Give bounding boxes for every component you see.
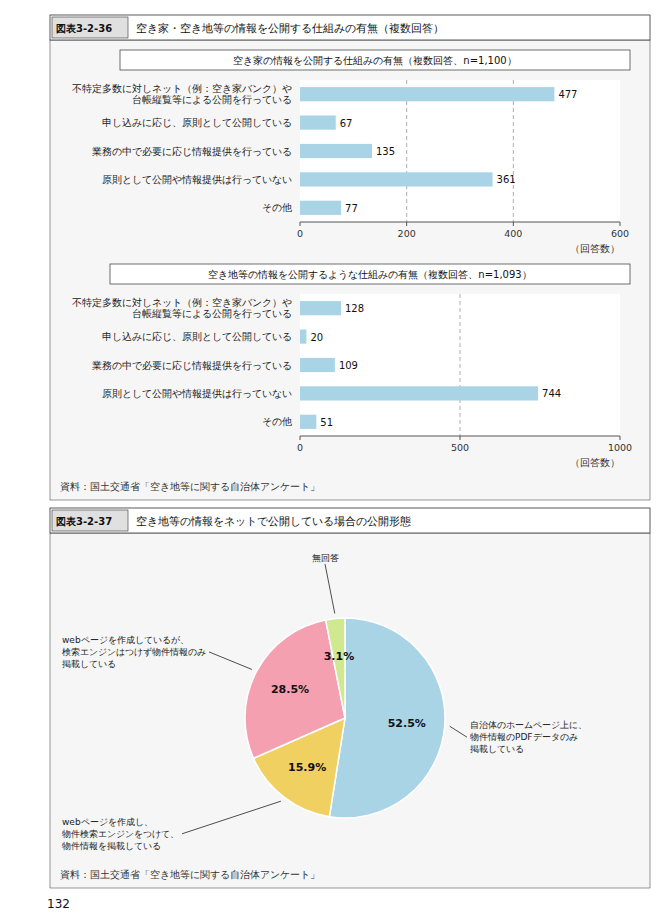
figure-number: 図表3-2-36 — [56, 23, 112, 34]
bars — [300, 301, 538, 429]
data-label: 361 — [497, 174, 516, 185]
bar-chart: 空き家の情報を公開する仕組みの有無（複数回答、n=1,100） 477 67 135 3… — [72, 50, 630, 254]
tick — [300, 436, 301, 440]
data-label: 128 — [345, 303, 364, 314]
data-label: 51 — [320, 417, 333, 428]
tick-label: 500 — [451, 442, 469, 453]
data-label: 744 — [542, 388, 561, 399]
category-label: 原則として公開や情報提供は行っていない — [102, 174, 292, 185]
category-label: その他 — [262, 416, 292, 427]
category-label: その他 — [262, 202, 292, 213]
data-label: 15.9% — [288, 761, 326, 774]
category-label: 原則として公開や情報提供は行っていない — [102, 388, 292, 399]
bar — [300, 386, 538, 400]
chart-title: 空き家の情報を公開する仕組みの有無（複数回答、n=1,100） — [233, 55, 516, 66]
page: 図表3-2-36 空き家・空き地等の情報を公開する仕組みの有無（複数回答） 空き家の… — [0, 0, 669, 916]
tick-label: 400 — [504, 228, 522, 239]
pie-slice — [329, 618, 445, 818]
tick-label: 1000 — [608, 442, 632, 453]
data-label: 109 — [339, 360, 358, 371]
header-frame — [50, 508, 650, 533]
data-label: 67 — [340, 118, 353, 129]
figure-number: 図表3-2-37 — [56, 516, 112, 527]
figure-title: 空き家・空き地等の情報を公開する仕組みの有無（複数回答） — [136, 22, 444, 35]
bar — [300, 301, 341, 315]
data-label: 477 — [558, 89, 577, 100]
tick-label: 600 — [611, 228, 629, 239]
leader-line — [325, 564, 335, 614]
data-label: 135 — [376, 146, 395, 157]
tick — [620, 436, 621, 440]
pie-chart: 52.5% 15.9% 28.5% 3.1% 自治体のホームページ上に、物件情報のPDF… — [62, 553, 587, 851]
header-label-box — [52, 17, 128, 38]
header-label-box — [52, 510, 128, 531]
data-label: 20 — [310, 332, 323, 343]
bar — [300, 415, 316, 429]
x-axis-label: （回答数） — [570, 243, 620, 254]
chart-title: 空き地等の情報を公開するような仕組みの有無（複数回答、n=1,093） — [208, 269, 531, 280]
tick-label: 0 — [297, 228, 303, 239]
source-note: 資料：国土交通省「空き地等に関する自治体アンケート」 — [60, 481, 320, 492]
grid-line — [406, 80, 407, 222]
bar — [300, 330, 306, 344]
bar — [300, 144, 372, 158]
leader-line — [450, 726, 467, 737]
bar-chart: 空き地等の情報を公開するような仕組みの有無（複数回答、n=1,093） 128 20… — [72, 264, 632, 468]
leader-line — [209, 652, 252, 670]
panel — [50, 533, 650, 888]
panel — [50, 40, 650, 500]
data-label: 28.5% — [271, 683, 309, 696]
subtitle-box — [120, 50, 630, 70]
tick — [406, 222, 407, 226]
plot-area — [300, 80, 620, 222]
pie-slice — [326, 618, 345, 718]
x-axis-label: （回答数） — [570, 457, 620, 468]
slice-label: webページを作成し、物件検索エンジンをつけて、物件情報を掲載している — [62, 817, 179, 851]
slice-label: 自治体のホームページ上に、物件情報のPDFデータのみ掲載している — [470, 720, 587, 754]
header-frame — [50, 15, 650, 40]
data-label: 3.1% — [324, 650, 355, 663]
tick-label: 0 — [297, 442, 303, 453]
tick — [300, 222, 301, 226]
slice-label: webページを作成しているが、検索エンジンはつけず物件情報のみ掲載している — [62, 635, 206, 669]
bar — [300, 87, 554, 101]
bar — [300, 358, 335, 372]
tick — [460, 436, 461, 440]
category-label: 不特定多数に対しネット（例：空き家バンク）や台帳縦覧等による公開を行っている — [72, 83, 292, 105]
data-label: 52.5% — [388, 717, 426, 730]
source-note: 資料：国土交通省「空き地等に関する自治体アンケート」 — [60, 869, 320, 880]
plot-area — [300, 294, 620, 436]
tick — [513, 222, 514, 226]
category-label: 不特定多数に対しネット（例：空き家バンク）や台帳縦覧等による公開を行っている — [72, 297, 292, 319]
page-number: 132 — [47, 897, 70, 911]
bar — [300, 116, 336, 130]
subtitle-box — [110, 264, 630, 284]
tick — [620, 222, 621, 226]
bar — [300, 172, 493, 186]
category-label: 業務の中で必要に応じ情報提供を行っている — [92, 146, 292, 157]
category-label: 申し込みに応じ、原則として公開している — [102, 117, 292, 128]
figure-title: 空き地等の情報をネットで公開している場合の公開形態 — [136, 515, 411, 528]
grid-line — [460, 294, 461, 436]
bars — [300, 87, 554, 215]
slice-label: 無回答 — [312, 553, 339, 563]
bar — [300, 201, 341, 215]
tick-label: 200 — [398, 228, 416, 239]
leader-line — [182, 801, 281, 834]
grid-line — [513, 80, 514, 222]
category-label: 業務の中で必要に応じ情報提供を行っている — [92, 360, 292, 371]
category-label: 申し込みに応じ、原則として公開している — [102, 331, 292, 342]
data-label: 77 — [345, 203, 358, 214]
x-axis — [300, 222, 620, 223]
